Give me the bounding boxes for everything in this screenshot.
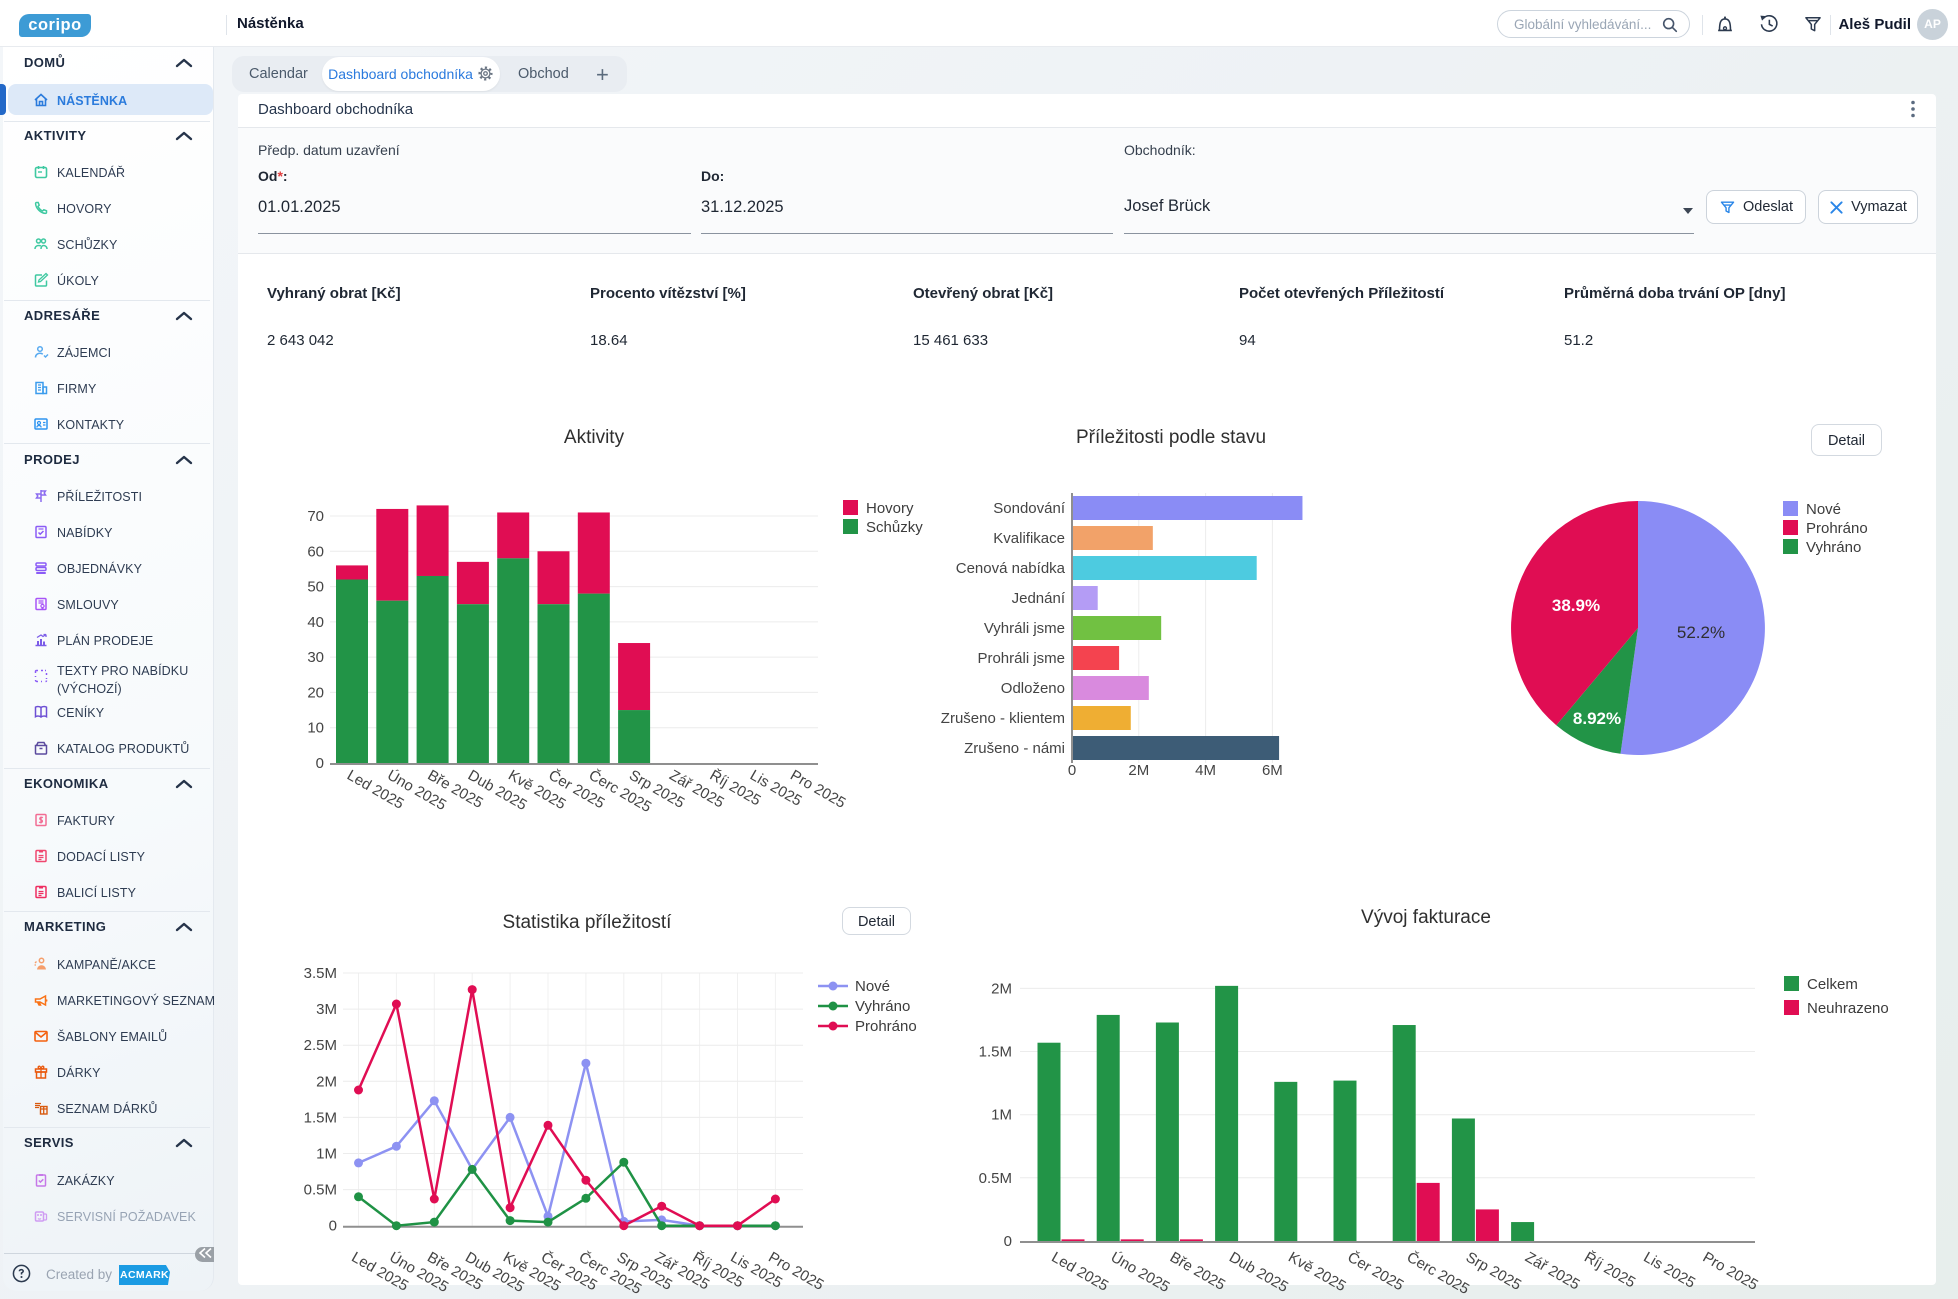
svg-text:20: 20: [307, 684, 324, 701]
svg-text:0.5M: 0.5M: [304, 1182, 337, 1199]
svg-text:Vyhráno: Vyhráno: [1806, 539, 1861, 556]
svg-text:Říj 2025: Říj 2025: [1581, 1249, 1638, 1292]
svg-text:3.5M: 3.5M: [304, 965, 337, 982]
svg-text:1.5M: 1.5M: [979, 1044, 1012, 1061]
svg-text:Hovory: Hovory: [866, 500, 914, 517]
svg-text:Sondování: Sondování: [993, 500, 1066, 517]
svg-text:Statistika příležitostí: Statistika příležitostí: [503, 912, 673, 933]
svg-text:0: 0: [316, 755, 324, 772]
svg-text:Prohráno: Prohráno: [855, 1018, 917, 1035]
svg-text:Vyhráno: Vyhráno: [855, 998, 910, 1015]
svg-text:Lis 2025: Lis 2025: [1641, 1249, 1699, 1292]
svg-text:70: 70: [307, 508, 324, 525]
svg-text:1M: 1M: [316, 1146, 337, 1163]
svg-text:Cenová nabídka: Cenová nabídka: [956, 560, 1066, 577]
svg-text:Příležitosti podle stavu: Příležitosti podle stavu: [1076, 427, 1266, 448]
svg-text:38.9%: 38.9%: [1552, 596, 1600, 615]
svg-text:2M: 2M: [316, 1073, 337, 1090]
svg-text:60: 60: [307, 543, 324, 560]
svg-text:2.5M: 2.5M: [304, 1037, 337, 1054]
svg-text:1M: 1M: [991, 1107, 1012, 1124]
svg-text:1.5M: 1.5M: [304, 1109, 337, 1126]
svg-text:Zrušeno - námi: Zrušeno - námi: [964, 740, 1065, 757]
svg-text:Prohráli jsme: Prohráli jsme: [977, 650, 1065, 667]
svg-text:30: 30: [307, 649, 324, 666]
svg-text:2M: 2M: [1128, 762, 1149, 779]
svg-text:Nové: Nové: [1806, 501, 1841, 518]
svg-text:Nové: Nové: [855, 978, 890, 995]
svg-text:0: 0: [1068, 762, 1076, 779]
svg-text:Aktivity: Aktivity: [564, 427, 625, 448]
svg-text:Neuhrazeno: Neuhrazeno: [1807, 1000, 1889, 1017]
svg-text:Prohráno: Prohráno: [1806, 520, 1868, 537]
svg-text:Pro 2025: Pro 2025: [1700, 1249, 1761, 1294]
svg-text:Vyhráli jsme: Vyhráli jsme: [984, 620, 1065, 637]
svg-text:Odloženo: Odloženo: [1001, 680, 1065, 697]
svg-text:2M: 2M: [991, 980, 1012, 997]
svg-text:Srp 2025: Srp 2025: [1463, 1249, 1524, 1294]
svg-text:3M: 3M: [316, 1001, 337, 1018]
svg-text:Čerc 2025: Čerc 2025: [1404, 1249, 1472, 1298]
svg-text:Kvalifikace: Kvalifikace: [993, 530, 1065, 547]
svg-text:50: 50: [307, 579, 324, 596]
svg-text:4M: 4M: [1195, 762, 1216, 779]
svg-text:0: 0: [1004, 1233, 1012, 1250]
svg-text:Dub 2025: Dub 2025: [1226, 1249, 1291, 1296]
svg-text:Zář 2025: Zář 2025: [1522, 1249, 1583, 1294]
svg-text:52.2%: 52.2%: [1677, 623, 1725, 642]
svg-text:Schůzky: Schůzky: [866, 519, 923, 536]
svg-text:10: 10: [307, 720, 324, 737]
svg-text:Jednání: Jednání: [1012, 590, 1066, 607]
svg-text:Led 2025: Led 2025: [1049, 1249, 1112, 1295]
svg-text:Zrušeno - klientem: Zrušeno - klientem: [941, 710, 1065, 727]
svg-text:Čer 2025: Čer 2025: [1345, 1249, 1407, 1295]
svg-text:40: 40: [307, 614, 324, 631]
svg-text:Kvě 2025: Kvě 2025: [1285, 1249, 1348, 1295]
svg-text:Vývoj fakturace: Vývoj fakturace: [1361, 907, 1491, 928]
svg-text:6M: 6M: [1262, 762, 1283, 779]
svg-text:Celkem: Celkem: [1807, 976, 1858, 993]
svg-text:8.92%: 8.92%: [1573, 709, 1621, 728]
svg-text:Bře 2025: Bře 2025: [1167, 1249, 1228, 1294]
svg-text:0: 0: [329, 1218, 337, 1235]
svg-text:0.5M: 0.5M: [979, 1170, 1012, 1187]
svg-text:Úno 2025: Úno 2025: [1108, 1249, 1173, 1296]
